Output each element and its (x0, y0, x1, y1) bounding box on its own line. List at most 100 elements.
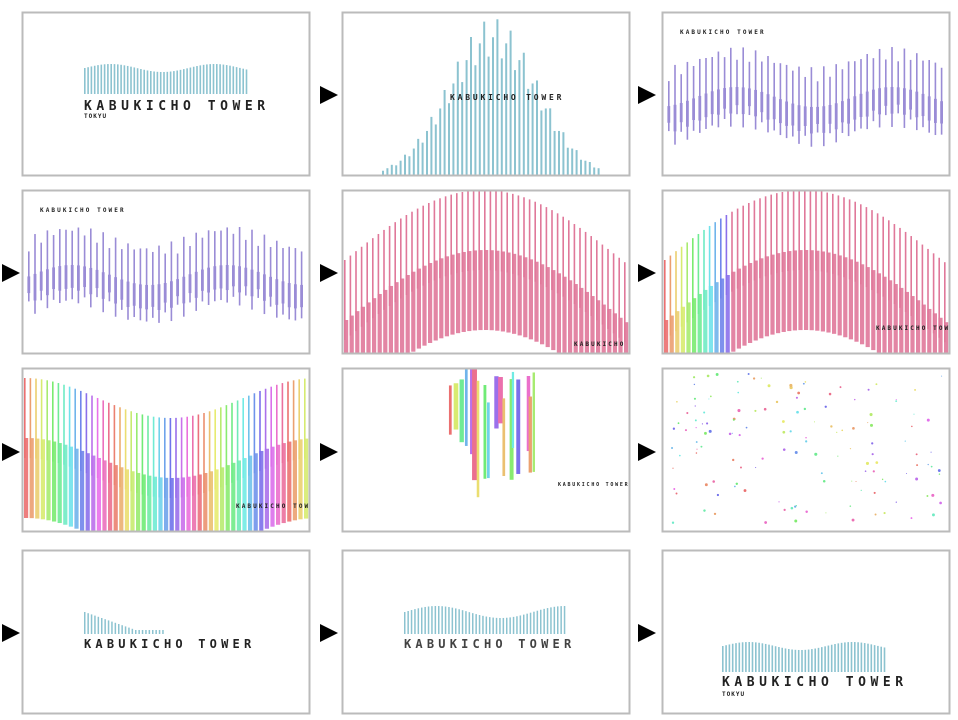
dot (783, 508, 786, 512)
bar (199, 65, 202, 94)
bar (456, 253, 461, 334)
bar (703, 229, 705, 310)
bar (344, 320, 349, 354)
bar (531, 83, 534, 176)
bar (478, 190, 480, 271)
bar (97, 65, 99, 94)
frame-border (661, 367, 951, 533)
dot (781, 420, 785, 423)
bar (841, 101, 844, 123)
bar (820, 191, 823, 272)
bar (163, 71, 165, 94)
bar (669, 255, 672, 336)
bar (523, 257, 528, 338)
bar (787, 251, 792, 332)
bar (532, 372, 535, 472)
bar (853, 96, 857, 120)
bar (485, 616, 488, 634)
bar (395, 165, 398, 176)
dot (706, 374, 710, 378)
bar (697, 293, 702, 354)
bar (848, 199, 851, 280)
bar (890, 87, 894, 114)
bar (753, 200, 756, 281)
bar (219, 64, 221, 94)
bar (412, 148, 415, 176)
bar (534, 201, 536, 282)
bar (456, 193, 458, 274)
dot (708, 429, 712, 433)
bar (500, 191, 503, 272)
dot (708, 398, 710, 400)
bar (158, 630, 161, 634)
bar (859, 93, 863, 117)
dot (860, 489, 862, 491)
bar (857, 642, 859, 672)
dot (875, 461, 879, 464)
logo-subtitle: TOKYU (722, 691, 745, 698)
frame-content: KABUKICHO TOWER (662, 12, 950, 176)
bar (910, 236, 912, 317)
bar (416, 208, 419, 289)
dot (789, 383, 793, 388)
bar (100, 64, 103, 94)
arrow (2, 624, 20, 642)
bar (612, 313, 617, 354)
dot (715, 373, 719, 376)
bar (560, 606, 562, 634)
bar (128, 627, 130, 634)
bar (101, 618, 103, 634)
dot (869, 423, 874, 427)
bar (103, 64, 106, 94)
bar (506, 252, 511, 333)
bar (236, 460, 241, 532)
dot (927, 463, 929, 466)
bar (231, 402, 233, 483)
bar (865, 91, 869, 117)
bar (703, 289, 708, 354)
bar (52, 267, 55, 290)
frame-bg (22, 550, 310, 714)
bar (764, 256, 769, 337)
bar (797, 649, 800, 672)
bar (781, 191, 784, 272)
bar (175, 417, 177, 498)
dot (932, 513, 935, 517)
bar (514, 70, 516, 176)
dot (696, 448, 698, 450)
bar (414, 609, 416, 634)
bar (467, 191, 469, 272)
bar (192, 415, 194, 496)
bar (509, 30, 512, 176)
bar (798, 250, 803, 331)
dot (802, 382, 805, 385)
bar (568, 280, 573, 354)
bar (366, 242, 368, 323)
bar (24, 378, 26, 458)
bar (120, 64, 122, 94)
bar (421, 142, 424, 176)
bar (438, 606, 440, 634)
bar (355, 311, 360, 354)
bar (158, 477, 163, 532)
bar (804, 190, 806, 271)
bar (196, 66, 198, 94)
bar (545, 267, 550, 348)
bar (916, 53, 918, 131)
bar (451, 607, 454, 634)
dot (881, 478, 884, 481)
bar (834, 644, 836, 672)
dot (854, 398, 856, 401)
bar (478, 615, 481, 634)
bar (147, 415, 149, 496)
bar (876, 273, 881, 354)
bar (847, 642, 849, 672)
bar (675, 311, 680, 354)
bar (697, 233, 700, 314)
bar (506, 192, 508, 273)
bar (424, 606, 426, 634)
dot (906, 472, 908, 474)
bar (113, 465, 118, 532)
dot (684, 429, 687, 432)
